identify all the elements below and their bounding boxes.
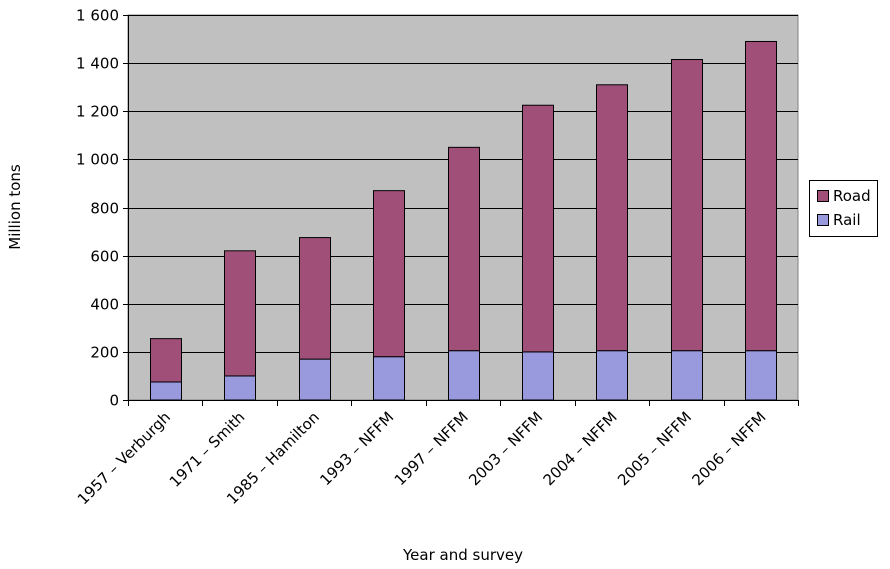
- bar-rail: [745, 350, 777, 401]
- x-tick-label: 1997 – NFFM: [391, 408, 472, 489]
- bar-rail: [448, 350, 480, 401]
- bar-rail: [596, 350, 628, 401]
- bar-road: [150, 338, 182, 383]
- bar-rail: [373, 356, 405, 401]
- y-axis-title: Million tons: [6, 164, 24, 250]
- legend-label-road: Road: [833, 187, 871, 205]
- legend-box: [809, 180, 878, 237]
- y-tick-labels: 0 200 400 600 800 1 000 1 200 1 400 1 600: [76, 7, 119, 410]
- y-tick-label: 1 000: [76, 151, 119, 169]
- y-tick-label: 0: [109, 392, 119, 410]
- x-tick-label: 1993 – NFFM: [316, 408, 397, 489]
- x-axis-title: Year and survey: [402, 546, 523, 564]
- bars: [150, 40, 777, 401]
- x-tick-label: 2003 – NFFM: [465, 408, 546, 489]
- bar-road: [596, 84, 628, 352]
- bar-rail: [299, 358, 331, 401]
- bar-road: [224, 250, 256, 377]
- bar-rail: [224, 375, 256, 401]
- legend-swatch-road: [817, 190, 829, 202]
- bar-road: [745, 40, 777, 352]
- y-tick-label: 800: [90, 200, 119, 218]
- bar-road: [671, 59, 703, 352]
- bar-rail: [150, 381, 182, 401]
- bar-road: [373, 190, 405, 358]
- axes: [123, 15, 799, 406]
- bar-road: [522, 104, 554, 353]
- bar-rail: [522, 351, 554, 401]
- x-tick-label: 2006 – NFFM: [689, 408, 770, 489]
- bar-road: [299, 237, 331, 360]
- y-tick-label: 1 400: [76, 55, 119, 73]
- bar-rail: [671, 350, 703, 401]
- legend-label-rail: Rail: [833, 211, 861, 229]
- y-tick-label: 1 200: [76, 103, 119, 121]
- x-tick-label: 1971 – Smith: [166, 408, 249, 491]
- legend: Road Rail: [809, 180, 878, 237]
- bar-road: [448, 146, 480, 352]
- legend-swatch-rail: [817, 214, 829, 226]
- y-tick-label: 200: [90, 344, 119, 362]
- x-tick-label: 2004 – NFFM: [540, 408, 621, 489]
- y-tick-label: 1 600: [76, 7, 119, 25]
- y-tick-label: 400: [90, 296, 119, 314]
- y-tick-label: 600: [90, 248, 119, 266]
- x-tick-label: 1957 – Verburgh: [74, 408, 174, 508]
- x-tick-label: 2005 – NFFM: [614, 408, 695, 489]
